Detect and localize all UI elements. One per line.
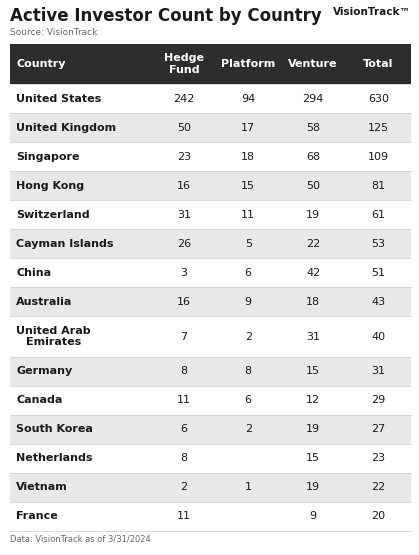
Bar <box>10 287 411 316</box>
Text: 18: 18 <box>241 152 255 162</box>
Text: Data: VisionTrack as of 3/31/2024: Data: VisionTrack as of 3/31/2024 <box>10 534 151 543</box>
Text: Total: Total <box>363 59 393 69</box>
Text: 8: 8 <box>181 366 188 376</box>
Text: 2: 2 <box>181 482 188 492</box>
Bar <box>10 200 411 229</box>
Bar <box>10 502 411 531</box>
Text: 125: 125 <box>368 123 389 133</box>
Text: 15: 15 <box>306 453 320 463</box>
Text: 40: 40 <box>371 331 385 341</box>
Text: United Kingdom: United Kingdom <box>16 123 116 133</box>
Text: 19: 19 <box>306 482 320 492</box>
Bar <box>10 473 411 502</box>
Text: 5: 5 <box>245 239 252 249</box>
Text: 26: 26 <box>177 239 191 249</box>
Text: 23: 23 <box>371 453 385 463</box>
Bar <box>10 113 411 142</box>
Text: 8: 8 <box>245 366 252 376</box>
Text: 3: 3 <box>181 268 188 278</box>
Bar <box>10 357 411 386</box>
Text: Active Investor Count by Country: Active Investor Count by Country <box>10 7 322 25</box>
Text: Germany: Germany <box>16 366 72 376</box>
Text: United Arab
Emirates: United Arab Emirates <box>16 326 91 347</box>
Text: Cayman Islands: Cayman Islands <box>16 239 114 249</box>
Text: 6: 6 <box>181 425 188 435</box>
Bar <box>10 84 411 113</box>
Text: 22: 22 <box>306 239 320 249</box>
Text: 6: 6 <box>245 268 252 278</box>
Text: 51: 51 <box>371 268 385 278</box>
Text: 8: 8 <box>181 453 188 463</box>
Bar <box>10 316 411 357</box>
Text: 81: 81 <box>371 180 385 190</box>
Text: 61: 61 <box>371 210 385 220</box>
Text: 11: 11 <box>241 210 255 220</box>
Text: Netherlands: Netherlands <box>16 453 93 463</box>
Text: 630: 630 <box>368 93 389 104</box>
Text: Singapore: Singapore <box>16 152 80 162</box>
Text: Canada: Canada <box>16 395 62 405</box>
Text: 50: 50 <box>306 180 320 190</box>
Text: 242: 242 <box>173 93 195 104</box>
Bar <box>10 171 411 200</box>
Text: United States: United States <box>16 93 101 104</box>
Text: 19: 19 <box>306 210 320 220</box>
Text: 31: 31 <box>306 331 320 341</box>
Text: 16: 16 <box>177 180 191 190</box>
Text: 12: 12 <box>306 395 320 405</box>
Text: 58: 58 <box>306 123 320 133</box>
Text: 42: 42 <box>306 268 320 278</box>
Text: 43: 43 <box>371 297 385 307</box>
Text: 18: 18 <box>306 297 320 307</box>
Text: 15: 15 <box>306 366 320 376</box>
Text: 31: 31 <box>371 366 385 376</box>
Text: 19: 19 <box>306 425 320 435</box>
Text: Venture: Venture <box>288 59 338 69</box>
Text: France: France <box>16 512 58 522</box>
Text: 53: 53 <box>371 239 385 249</box>
Text: Hong Kong: Hong Kong <box>16 180 84 190</box>
Text: Country: Country <box>16 59 65 69</box>
Text: 7: 7 <box>181 331 188 341</box>
Text: 17: 17 <box>241 123 255 133</box>
Text: Australia: Australia <box>16 297 72 307</box>
Text: Platform: Platform <box>221 59 275 69</box>
Text: 27: 27 <box>371 425 385 435</box>
Text: 94: 94 <box>241 93 255 104</box>
Text: 23: 23 <box>177 152 191 162</box>
Bar <box>10 258 411 287</box>
Text: 2: 2 <box>245 425 252 435</box>
Bar <box>10 415 411 444</box>
Text: 9: 9 <box>245 297 252 307</box>
Text: 6: 6 <box>245 395 252 405</box>
Text: 2: 2 <box>245 331 252 341</box>
Text: 16: 16 <box>177 297 191 307</box>
Text: 68: 68 <box>306 152 320 162</box>
Text: 11: 11 <box>177 395 191 405</box>
Text: VisionTrack™: VisionTrack™ <box>333 7 411 17</box>
Text: 9: 9 <box>310 512 317 522</box>
Text: 109: 109 <box>368 152 389 162</box>
Text: 15: 15 <box>241 180 255 190</box>
Bar <box>10 386 411 415</box>
Text: Switzerland: Switzerland <box>16 210 90 220</box>
Text: 294: 294 <box>303 93 324 104</box>
Text: 1: 1 <box>245 482 252 492</box>
Text: South Korea: South Korea <box>16 425 93 435</box>
Text: 31: 31 <box>177 210 191 220</box>
Text: Vietnam: Vietnam <box>16 482 68 492</box>
Text: Hedge
Fund: Hedge Fund <box>164 53 204 75</box>
Text: Source: VisionTrack: Source: VisionTrack <box>10 28 97 37</box>
Bar <box>10 229 411 258</box>
Text: China: China <box>16 268 51 278</box>
Text: 29: 29 <box>371 395 385 405</box>
Bar <box>10 444 411 473</box>
Text: 20: 20 <box>371 512 385 522</box>
Bar <box>10 44 411 84</box>
Bar <box>10 142 411 171</box>
Text: 11: 11 <box>177 512 191 522</box>
Text: 22: 22 <box>371 482 385 492</box>
Text: 50: 50 <box>177 123 191 133</box>
